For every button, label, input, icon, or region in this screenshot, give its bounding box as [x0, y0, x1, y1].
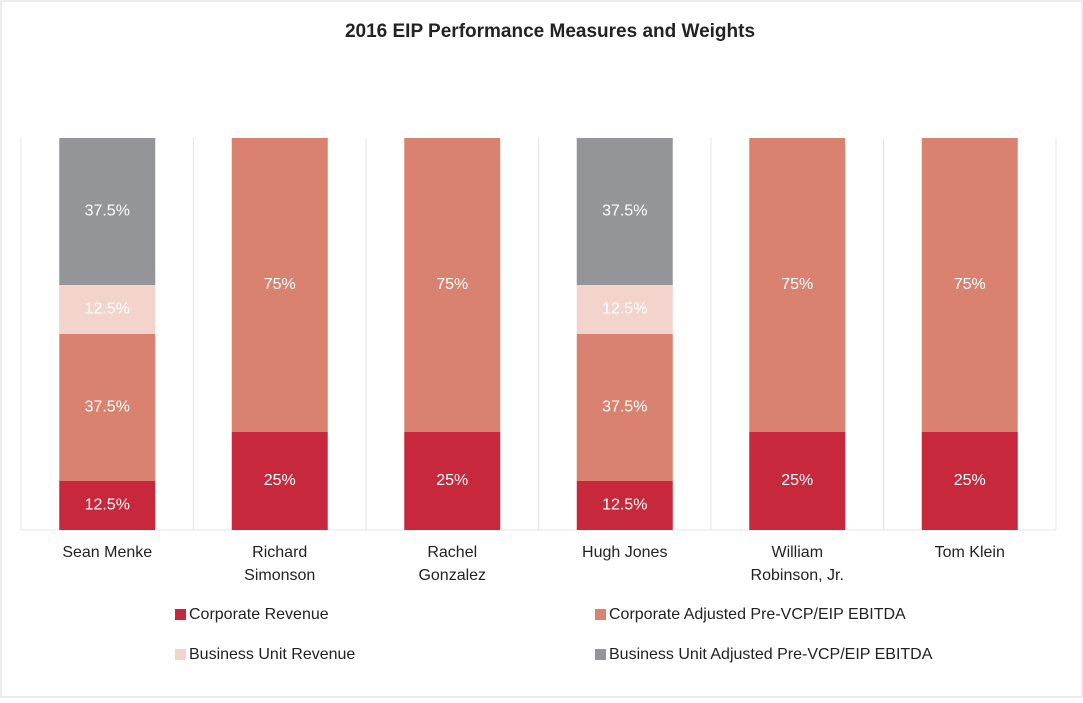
data-label: 12.5%: [85, 497, 130, 514]
bar-segment: [921, 138, 1018, 432]
data-label: 12.5%: [602, 301, 647, 318]
legend-swatch: [175, 609, 186, 620]
data-label: 25%: [264, 472, 296, 489]
legend-label: Corporate Revenue: [189, 606, 329, 623]
bar-segment: [404, 138, 501, 432]
x-tick-label: Rachel Gonzalez: [418, 544, 486, 584]
bar-segment: [231, 432, 328, 530]
bar-segment: [576, 334, 673, 481]
data-label: 75%: [781, 276, 813, 293]
legend-label: Business Unit Adjusted Pre-VCP/EIP EBITD…: [609, 646, 933, 663]
data-label: 37.5%: [602, 203, 647, 220]
bar-segment: [59, 334, 156, 481]
x-tick-label: William Robinson, Jr.: [751, 544, 844, 584]
x-tick-label: Sean Menke: [62, 544, 152, 561]
data-label: 12.5%: [85, 301, 130, 318]
x-tick-label: Richard Simonson: [244, 544, 315, 584]
x-tick-label: Hugh Jones: [582, 544, 667, 561]
data-label: 12.5%: [602, 497, 647, 514]
chart-title: 2016 EIP Performance Measures and Weight…: [345, 21, 755, 42]
bar-segment: [576, 285, 673, 334]
legend-label: Business Unit Revenue: [189, 646, 355, 663]
bar-segment: [59, 138, 156, 285]
data-label: 75%: [436, 276, 468, 293]
data-label: 25%: [436, 472, 468, 489]
data-label: 75%: [264, 276, 296, 293]
legend-swatch: [595, 609, 606, 620]
bar-segment: [576, 138, 673, 285]
x-tick-label: Tom Klein: [935, 544, 1005, 561]
legend-swatch: [595, 649, 606, 660]
data-label: 25%: [954, 472, 986, 489]
legend-swatch: [175, 649, 186, 660]
data-label: 75%: [954, 276, 986, 293]
bar-segment: [59, 285, 156, 334]
legend-label: Corporate Adjusted Pre-VCP/EIP EBITDA: [609, 606, 906, 623]
bar-segment: [921, 432, 1018, 530]
data-label: 25%: [781, 472, 813, 489]
data-label: 37.5%: [85, 399, 130, 416]
bar-segment: [404, 432, 501, 530]
bar-segment: [749, 138, 846, 432]
bar-segment: [749, 432, 846, 530]
bar-segment: [576, 481, 673, 530]
bar-segment: [231, 138, 328, 432]
data-label: 37.5%: [602, 399, 647, 416]
data-label: 37.5%: [85, 203, 130, 220]
bar-segment: [59, 481, 156, 530]
